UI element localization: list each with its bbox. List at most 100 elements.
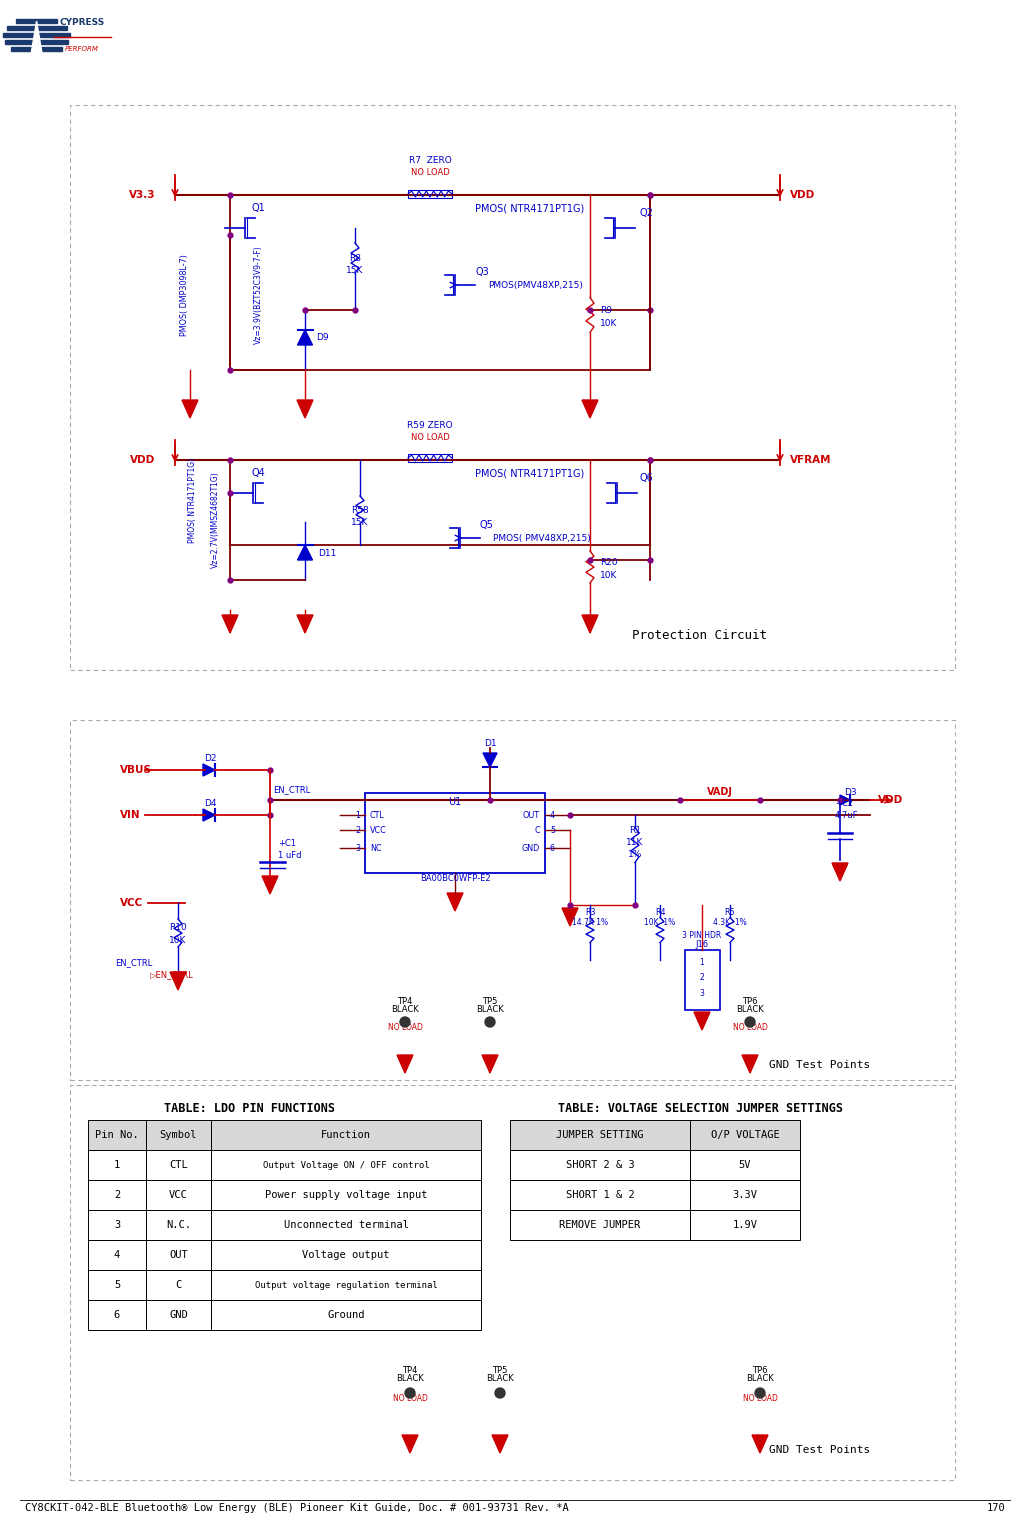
Text: PMOS(PMV48XP,215): PMOS(PMV48XP,215) [488, 280, 583, 289]
Text: NO LOAD: NO LOAD [393, 1394, 428, 1403]
Text: NO LOAD: NO LOAD [388, 1024, 423, 1033]
Polygon shape [583, 399, 598, 418]
Text: 4.3K  1%: 4.3K 1% [713, 918, 746, 927]
Polygon shape [298, 330, 312, 344]
Text: 1: 1 [113, 1160, 121, 1170]
Text: TP5: TP5 [493, 1366, 507, 1375]
Polygon shape [297, 399, 313, 418]
Circle shape [405, 1388, 415, 1398]
Text: 2: 2 [700, 973, 704, 982]
Text: PMOS( NTR4171PT1G): PMOS( NTR4171PT1G) [189, 457, 198, 543]
Bar [211, 1180, 481, 1210]
Text: CYPRESS: CYPRESS [59, 18, 104, 28]
Circle shape [495, 1388, 505, 1398]
Text: Output voltage regulation terminal: Output voltage regulation terminal [255, 1281, 437, 1290]
Text: VDD: VDD [130, 454, 155, 465]
Polygon shape [397, 1056, 413, 1073]
Text: SHORT 1 & 2: SHORT 1 & 2 [566, 1190, 634, 1200]
Text: TP4: TP4 [402, 1366, 418, 1375]
Text: Ground: Ground [327, 1310, 365, 1320]
Bar [211, 1210, 481, 1239]
Polygon shape [170, 972, 186, 990]
Text: J16: J16 [696, 939, 708, 949]
Text: R9: R9 [600, 306, 612, 315]
Polygon shape [483, 753, 497, 767]
Text: NO LOAD: NO LOAD [733, 1024, 767, 1033]
Text: 3 PIN HDR: 3 PIN HDR [683, 930, 722, 939]
Text: D11: D11 [318, 548, 336, 557]
Text: CTL: CTL [370, 811, 385, 820]
Text: TP4: TP4 [397, 998, 412, 1007]
Text: NO LOAD: NO LOAD [742, 1394, 777, 1403]
Text: ▷EN_CTRL: ▷EN_CTRL [149, 970, 194, 979]
Circle shape [400, 1017, 410, 1027]
Text: CTL: CTL [169, 1160, 188, 1170]
Text: OUT: OUT [169, 1250, 188, 1261]
Text: 4: 4 [550, 811, 555, 820]
Bar [690, 1180, 800, 1210]
Text: Voltage output: Voltage output [302, 1250, 390, 1261]
Text: 1: 1 [355, 811, 360, 820]
Text: Vz=2.7V(MMSZ4682T1G): Vz=2.7V(MMSZ4682T1G) [210, 471, 220, 568]
Text: 3: 3 [700, 988, 704, 998]
Text: 10K: 10K [600, 571, 618, 580]
Text: TP5: TP5 [483, 998, 498, 1007]
Bar [146, 1151, 211, 1180]
Text: D2: D2 [204, 753, 217, 762]
Text: 5V: 5V [739, 1160, 752, 1170]
Text: GND Test Points: GND Test Points [769, 1444, 870, 1455]
Text: D9: D9 [315, 332, 329, 341]
Text: VADJ: VADJ [707, 786, 733, 797]
Polygon shape [297, 615, 313, 633]
Circle shape [745, 1017, 755, 1027]
Text: 15K: 15K [346, 266, 364, 274]
Text: R3: R3 [585, 907, 595, 916]
Text: EN_CTRL: EN_CTRL [115, 958, 153, 967]
Polygon shape [752, 1435, 768, 1454]
Text: VIN: VIN [120, 809, 140, 820]
Text: 2: 2 [113, 1190, 121, 1200]
Text: 1: 1 [700, 958, 704, 967]
Text: Function: Function [321, 1131, 371, 1140]
Text: 10K  1%: 10K 1% [644, 918, 675, 927]
Text: R7  ZERO: R7 ZERO [408, 156, 452, 165]
Bar [146, 1300, 211, 1330]
Bar [88, 1151, 146, 1180]
Bar [88, 1270, 146, 1300]
Text: VCC: VCC [120, 898, 143, 907]
Bar [408, 454, 452, 462]
Text: 3.3V: 3.3V [732, 1190, 758, 1200]
Text: V3.3: V3.3 [129, 190, 155, 200]
Polygon shape [583, 615, 598, 633]
Text: 4: 4 [113, 1250, 121, 1261]
Text: CY8CKIT-042-BLE Bluetooth® Low Energy (BLE) Pioneer Kit Guide, Doc. # 001-93731 : CY8CKIT-042-BLE Bluetooth® Low Energy (B… [25, 1502, 569, 1513]
Text: Output Voltage ON / OFF control: Output Voltage ON / OFF control [263, 1160, 429, 1169]
Text: BLACK: BLACK [476, 1005, 504, 1014]
Polygon shape [262, 877, 278, 894]
Bar [230, 194, 650, 370]
Polygon shape [182, 399, 198, 418]
Text: R4: R4 [655, 907, 665, 916]
Text: C: C [534, 826, 540, 834]
Text: GND: GND [522, 843, 540, 852]
Text: BLACK: BLACK [487, 1374, 513, 1383]
Text: 4.7uF: 4.7uF [835, 811, 859, 820]
Bar [146, 1210, 211, 1239]
Text: Q6: Q6 [640, 473, 654, 483]
Text: TABLE: LDO PIN FUNCTIONS: TABLE: LDO PIN FUNCTIONS [165, 1102, 335, 1114]
Text: PMOS( NTR4171PT1G): PMOS( NTR4171PT1G) [475, 203, 585, 213]
Circle shape [485, 1017, 495, 1027]
Bar [230, 461, 650, 545]
Polygon shape [31, 21, 42, 57]
Text: TP6: TP6 [742, 998, 758, 1007]
Bar [510, 1210, 690, 1239]
Bar [408, 190, 452, 197]
Text: EN_CTRL: EN_CTRL [273, 785, 310, 794]
Text: Unconnected terminal: Unconnected terminal [284, 1219, 408, 1230]
Polygon shape [742, 1056, 758, 1073]
Text: 6: 6 [550, 843, 555, 852]
Text: 10K: 10K [169, 935, 187, 944]
Text: NO LOAD: NO LOAD [410, 433, 450, 442]
Text: O/P VOLTAGE: O/P VOLTAGE [710, 1131, 779, 1140]
Bar [88, 1120, 146, 1151]
